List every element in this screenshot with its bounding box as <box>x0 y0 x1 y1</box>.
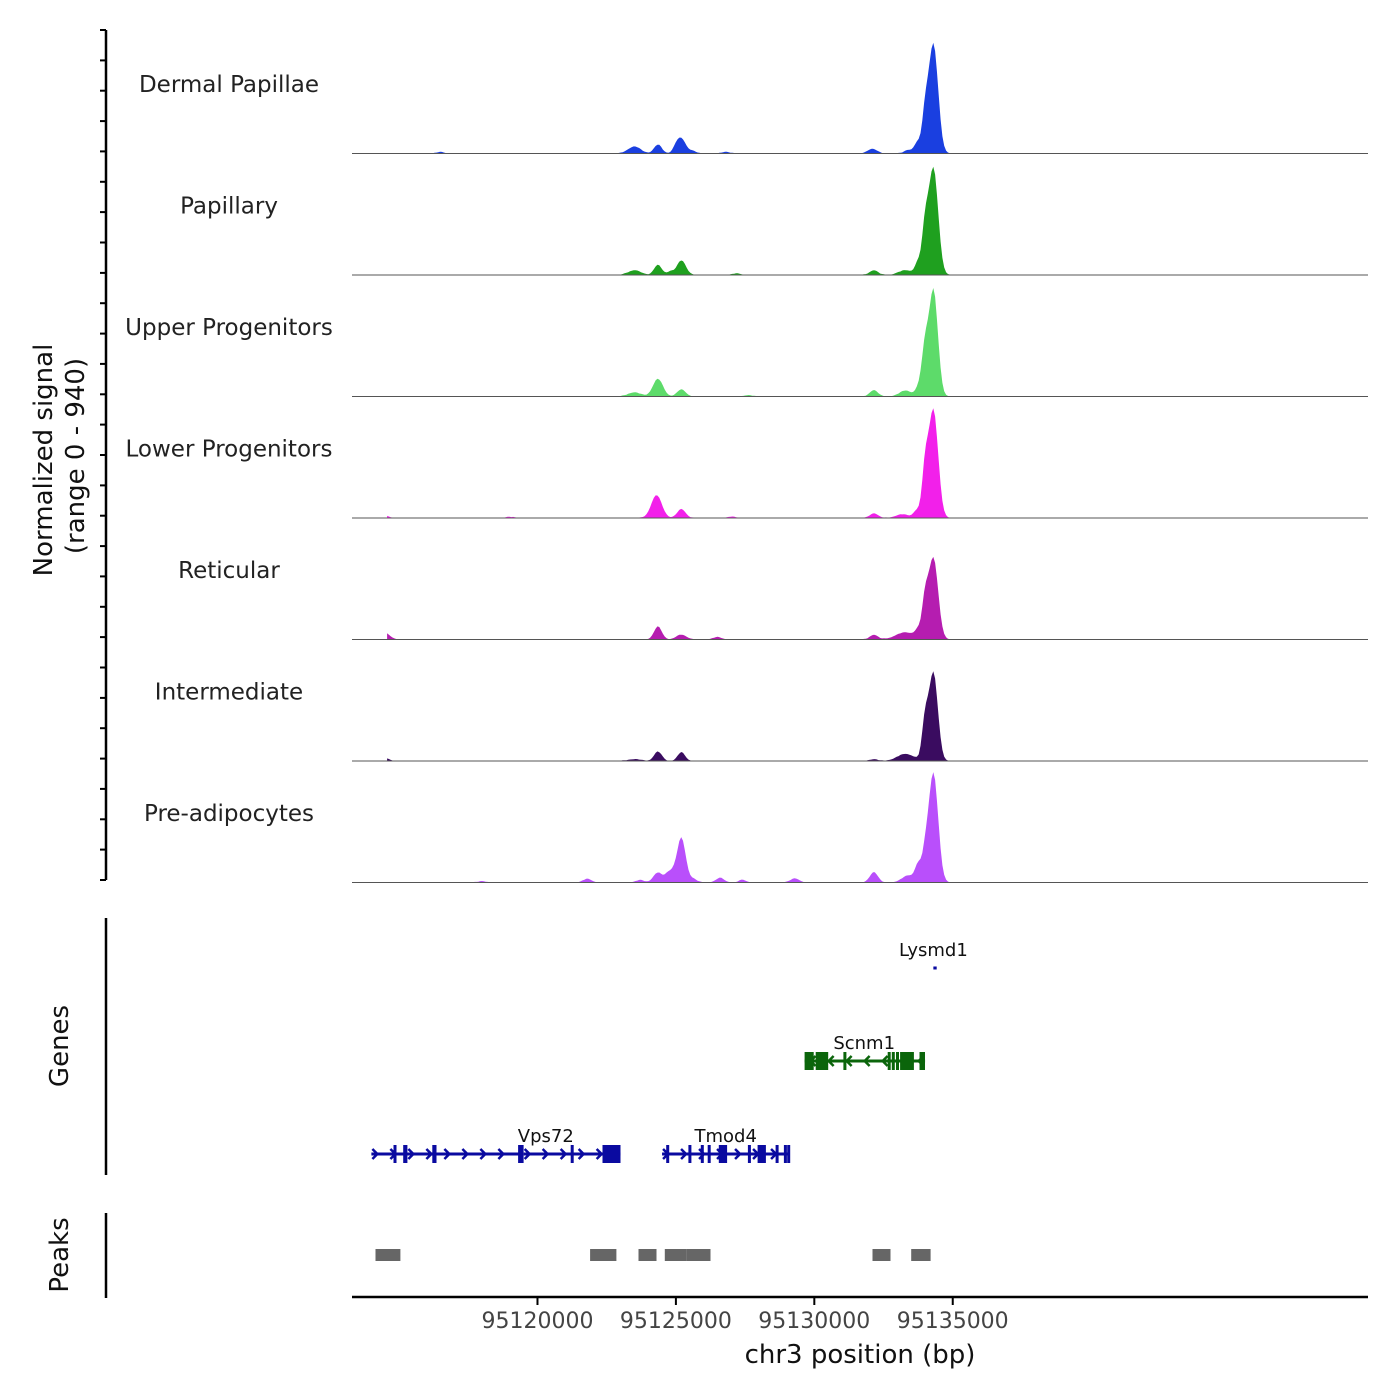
x-tick-label: 95130000 <box>758 1309 870 1334</box>
gene-exon <box>403 1145 408 1163</box>
strand-arrow <box>595 1148 604 1160</box>
gene-exon <box>815 1052 829 1070</box>
peak-region <box>872 1249 891 1261</box>
gene-exon <box>707 1145 711 1163</box>
coverage-area-dermal-papillae <box>387 42 1338 154</box>
strand-arrow <box>425 1148 434 1160</box>
gene-exon <box>757 1145 766 1163</box>
gene-exon <box>843 1052 847 1070</box>
x-axis-title: chr3 position (bp) <box>745 1340 976 1370</box>
coverage-area-reticular <box>387 556 1338 640</box>
gene-exon <box>602 1145 621 1163</box>
peak-region <box>638 1249 657 1261</box>
strand-arrow <box>479 1148 488 1160</box>
strand-arrow <box>443 1148 452 1160</box>
track-label: Papillary <box>180 194 278 220</box>
gene-exon <box>718 1145 728 1163</box>
gene-exon <box>775 1145 779 1163</box>
gene-annotation-track: Genes Lysmd1 Scnm1 Vps72 Tmod4 <box>45 918 968 1175</box>
track-label: Upper Progenitors <box>125 315 333 341</box>
y-axis-title: Normalized signal (range 0 - 940) <box>29 344 91 577</box>
gene-exon <box>700 1145 704 1163</box>
strand-arrow <box>407 1148 416 1160</box>
strand-arrow <box>497 1148 506 1160</box>
y-axis-title-line1: Normalized signal <box>29 344 59 577</box>
coverage-area-lower-progenitors <box>387 408 1338 518</box>
strand-arrow <box>734 1148 742 1160</box>
peaks-panel-label: Peaks <box>45 1217 75 1292</box>
gene-exon <box>896 1052 899 1070</box>
gene-exon <box>804 1052 814 1070</box>
gene-exon <box>570 1145 574 1163</box>
x-tick-label: 95135000 <box>897 1309 1009 1334</box>
gene-label-vps72: Vps72 <box>518 1126 574 1147</box>
gene-exon <box>783 1145 787 1163</box>
strand-arrow <box>559 1148 568 1160</box>
gene-exon <box>787 1145 791 1163</box>
gene-label-tmod4: Tmod4 <box>693 1126 756 1147</box>
gene-exon <box>688 1145 692 1163</box>
strand-arrow <box>680 1148 688 1160</box>
gene-exon <box>393 1145 397 1163</box>
peaks-track: Peaks <box>45 1213 931 1298</box>
coverage-area-intermediate <box>387 671 1338 761</box>
gene-exon <box>747 1145 751 1163</box>
gene-label-lysmd1: Lysmd1 <box>899 940 968 961</box>
strand-arrow <box>862 1055 871 1067</box>
gene-exon <box>919 1052 925 1070</box>
peak-region <box>911 1249 931 1261</box>
track-label: Reticular <box>178 558 280 584</box>
gene-label-scnm1: Scnm1 <box>833 1033 895 1054</box>
track-label: Pre-adipocytes <box>144 801 314 827</box>
genes-panel-label: Genes <box>45 1005 75 1087</box>
coverage-area-upper-progenitors <box>387 288 1338 397</box>
peak-region <box>375 1249 401 1261</box>
peak-region <box>687 1249 711 1261</box>
strand-arrow <box>826 1055 835 1067</box>
peak-region <box>664 1249 687 1261</box>
gene-exon <box>891 1052 895 1070</box>
strand-arrow <box>461 1148 470 1160</box>
x-axis: chr3 position (bp) 95120000 95125000 95130… <box>352 1295 1368 1370</box>
strand-arrow <box>577 1148 586 1160</box>
strand-arrow <box>371 1148 380 1160</box>
y-axis-title-line2: (range 0 - 940) <box>61 358 91 554</box>
gene-exon <box>518 1145 524 1163</box>
coverage-area-papillary <box>387 166 1338 275</box>
peak-region <box>590 1249 617 1261</box>
coverage-area-pre-adipocytes <box>387 772 1338 883</box>
strand-arrow <box>698 1148 706 1160</box>
strand-arrow <box>523 1148 532 1160</box>
x-tick-label: 95125000 <box>620 1309 732 1334</box>
gene-exon <box>887 1052 891 1070</box>
track-label: Dermal Papillae <box>139 72 319 98</box>
strand-arrow <box>880 1055 889 1067</box>
x-tick-label: 95120000 <box>482 1309 594 1334</box>
coverage-tracks: Dermal Papillae Papillary Upper Progenitor… <box>100 29 1368 883</box>
track-label: Intermediate <box>155 680 303 706</box>
gene-exon <box>900 1052 914 1070</box>
strand-arrow <box>844 1055 853 1067</box>
gene-exon <box>666 1145 670 1163</box>
track-label: Lower Progenitors <box>126 437 333 463</box>
strand-arrow <box>541 1148 550 1160</box>
gene-exon <box>432 1145 437 1163</box>
